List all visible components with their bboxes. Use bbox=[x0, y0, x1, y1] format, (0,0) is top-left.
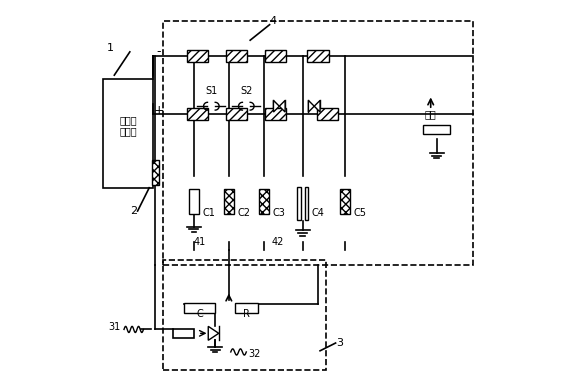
Text: 4: 4 bbox=[270, 16, 277, 26]
Text: -: - bbox=[157, 45, 161, 58]
Bar bbox=[235, 303, 258, 313]
Polygon shape bbox=[309, 100, 314, 112]
Bar bbox=[317, 108, 339, 120]
Text: C1: C1 bbox=[202, 208, 215, 218]
Polygon shape bbox=[314, 100, 320, 112]
Bar bbox=[151, 160, 158, 185]
Text: C4: C4 bbox=[311, 208, 324, 218]
Bar bbox=[184, 303, 215, 313]
Text: C2: C2 bbox=[238, 208, 250, 218]
Bar bbox=[305, 187, 309, 220]
Bar bbox=[187, 108, 209, 120]
Text: 42: 42 bbox=[271, 237, 284, 247]
Bar bbox=[265, 50, 286, 61]
Text: S1: S1 bbox=[205, 86, 217, 96]
Polygon shape bbox=[279, 100, 285, 112]
Bar bbox=[173, 329, 194, 338]
Bar bbox=[423, 125, 450, 135]
Text: 31: 31 bbox=[108, 323, 120, 332]
Bar bbox=[187, 50, 209, 61]
Text: 2: 2 bbox=[130, 206, 137, 216]
Text: R: R bbox=[243, 309, 250, 319]
Text: 32: 32 bbox=[248, 348, 260, 359]
Text: S2: S2 bbox=[240, 86, 253, 96]
Bar bbox=[265, 108, 286, 120]
Bar bbox=[163, 21, 473, 265]
Bar bbox=[307, 50, 329, 61]
Text: +: + bbox=[154, 104, 164, 117]
Text: C: C bbox=[197, 309, 203, 319]
Bar bbox=[297, 187, 301, 220]
Text: 1: 1 bbox=[107, 43, 114, 53]
Text: 3: 3 bbox=[336, 338, 343, 348]
Bar bbox=[340, 189, 350, 214]
Bar bbox=[226, 50, 247, 61]
Bar bbox=[103, 79, 153, 188]
Bar bbox=[163, 260, 326, 370]
Bar bbox=[226, 108, 247, 120]
Bar bbox=[189, 189, 199, 214]
Polygon shape bbox=[273, 100, 279, 112]
Text: C5: C5 bbox=[354, 208, 367, 218]
Bar bbox=[259, 189, 269, 214]
Text: 正负充
电电源: 正负充 电电源 bbox=[119, 115, 137, 136]
Text: C3: C3 bbox=[272, 208, 285, 218]
Text: 41: 41 bbox=[194, 237, 206, 247]
Polygon shape bbox=[208, 326, 218, 340]
Text: 输出: 输出 bbox=[425, 109, 436, 119]
Bar bbox=[224, 189, 234, 214]
